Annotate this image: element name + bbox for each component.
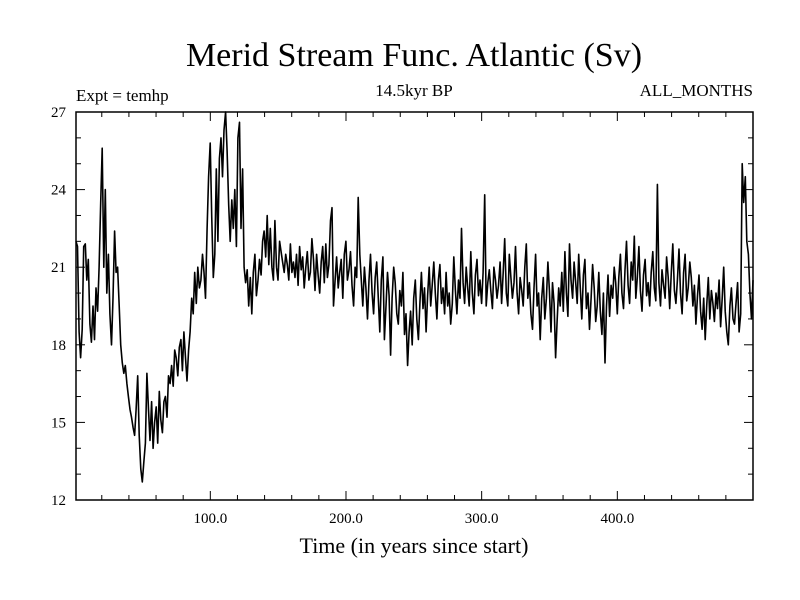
plot-frame [75,111,754,501]
chart-title: Merid Stream Func. Atlantic (Sv) [186,37,642,74]
x-tick-label: 400.0 [600,511,634,527]
y-tick-label: 24 [51,183,67,199]
series-layer [75,111,754,483]
y-axis: 12 15 18 21 24 27 [51,105,753,509]
y-tick-label: 18 [51,338,66,354]
subtitle-left: Expt = temhp [76,86,169,105]
series-line-temhp [75,111,754,483]
subtitle-center: 14.5kyr BP [375,81,452,100]
x-tick-label: 300.0 [465,511,499,527]
x-tick-label: 200.0 [329,511,363,527]
y-tick-label: 15 [51,415,66,431]
y-tick-label: 27 [51,105,67,121]
y-tick-label: 21 [51,260,66,276]
y-tick-label: 12 [51,493,66,509]
x-axis-label: Time (in years since start) [300,533,529,558]
x-tick-label: 100.0 [193,511,227,527]
x-axis: 100.0 200.0 300.0 400.0 [101,112,727,527]
subtitle-right: ALL_MONTHS [640,81,753,100]
